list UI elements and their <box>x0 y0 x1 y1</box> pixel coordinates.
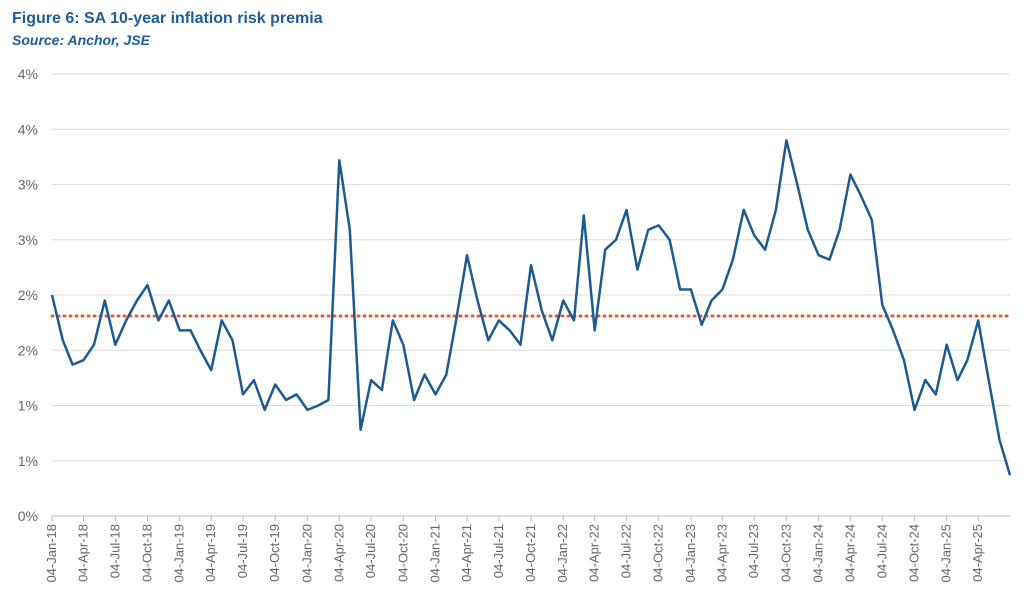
x-tick-label: 04-Jan-24 <box>811 524 826 583</box>
x-tick-label: 04-Oct-23 <box>778 524 793 582</box>
x-tick-label: 04-Oct-21 <box>523 524 538 582</box>
x-tick-label: 04-Jan-18 <box>44 524 59 583</box>
x-tick-label: 04-Oct-24 <box>906 524 921 582</box>
x-tick-label: 04-Apr-24 <box>842 524 857 582</box>
x-tick-label: 04-Jul-19 <box>235 524 250 578</box>
x-tick-label: 04-Oct-20 <box>395 524 410 582</box>
x-tick-label: 04-Jan-25 <box>939 524 954 583</box>
x-tick-label: 04-Jan-21 <box>427 524 442 583</box>
y-tick-label: 2% <box>18 287 38 303</box>
y-tick-label: 3% <box>18 177 38 193</box>
y-tick-label: 1% <box>18 453 38 469</box>
x-tick-label: 04-Jan-22 <box>555 524 570 583</box>
x-tick-label: 04-Apr-21 <box>459 524 474 582</box>
y-tick-label: 2% <box>18 342 38 358</box>
x-tick-label: 04-Jul-22 <box>619 524 634 578</box>
x-tick-label: 04-Jul-23 <box>746 524 761 578</box>
x-tick-label: 04-Apr-18 <box>75 524 90 582</box>
x-tick-label: 04-Jul-18 <box>107 524 122 578</box>
y-tick-label: 3% <box>18 232 38 248</box>
x-tick-label: 04-Jul-24 <box>874 524 889 578</box>
x-tick-label: 04-Oct-22 <box>651 524 666 582</box>
x-tick-label: 04-Oct-18 <box>140 524 155 582</box>
y-tick-label: 0% <box>18 508 38 524</box>
y-tick-label: 1% <box>18 398 38 414</box>
data-line <box>50 139 1012 476</box>
chart-title: Figure 6: SA 10-year inflation risk prem… <box>12 10 323 27</box>
x-tick-label: 04-Jan-20 <box>299 524 314 583</box>
x-tick-label: 04-Apr-20 <box>331 524 346 582</box>
chart-subtitle: Source: Anchor, JSE <box>12 32 151 48</box>
x-tick-label: 04-Jan-19 <box>172 524 187 583</box>
x-tick-label: 04-Apr-19 <box>203 524 218 582</box>
x-tick-label: 04-Jul-21 <box>491 524 506 578</box>
x-tick-label: 04-Jan-23 <box>683 524 698 583</box>
x-tick-label: 04-Apr-25 <box>970 524 985 582</box>
x-tick-label: 04-Jul-20 <box>363 524 378 578</box>
y-tick-label: 4% <box>18 121 38 137</box>
y-tick-label: 4% <box>18 66 38 82</box>
x-tick-label: 04-Apr-23 <box>714 524 729 582</box>
x-tick-label: 04-Oct-19 <box>267 524 282 582</box>
x-tick-label: 04-Apr-22 <box>587 524 602 582</box>
